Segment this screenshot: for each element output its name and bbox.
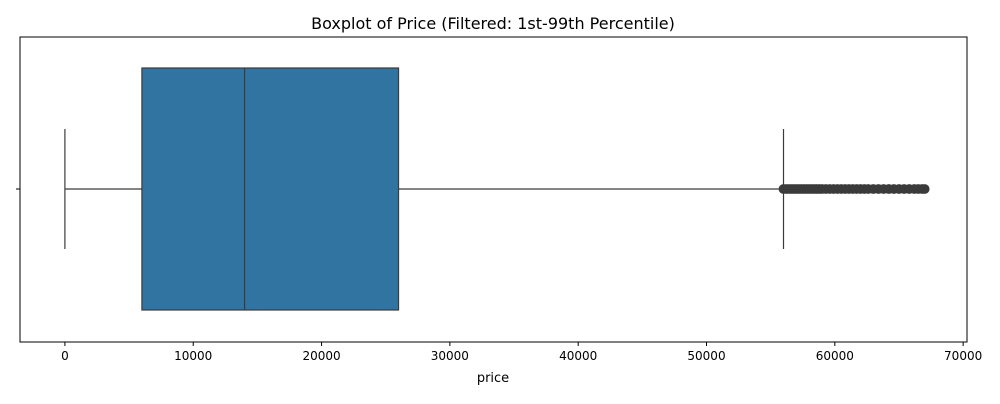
x-tick-label: 60000 (816, 349, 854, 363)
x-tick-label: 50000 (687, 349, 725, 363)
outlier-point (919, 184, 930, 194)
x-tick-label: 40000 (559, 349, 597, 363)
x-tick-label: 0 (61, 349, 69, 363)
iqr-box (141, 67, 400, 311)
x-tick-label: 70000 (944, 349, 982, 363)
plot-area: 0 10000 20000 30000 40000 50000 60000 70000 (16, 36, 982, 363)
x-tick-label: 30000 (431, 349, 469, 363)
chart-title: Boxplot of Price (Filtered: 1st-99th Per… (311, 14, 675, 33)
x-tick-label: 10000 (174, 349, 212, 363)
x-tick-label: 20000 (302, 349, 340, 363)
x-axis-label: price (477, 371, 509, 386)
